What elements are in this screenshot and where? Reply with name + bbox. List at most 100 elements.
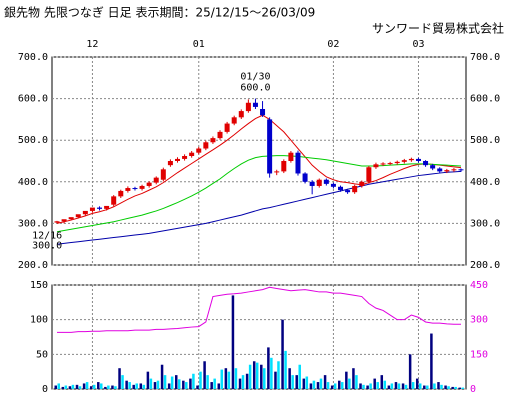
volume-bar: [401, 383, 405, 389]
volume-bar: [447, 386, 450, 389]
volume-bar: [333, 383, 337, 389]
volume-bar: [345, 371, 348, 389]
volume-bar: [277, 361, 280, 389]
volume-tick-label: 100: [30, 315, 48, 326]
volume-bar: [61, 386, 65, 389]
volume-bar: [295, 375, 298, 389]
candle-body: [359, 181, 365, 186]
volume-bar: [182, 380, 185, 389]
volume-bar: [167, 383, 171, 389]
candle-body: [210, 138, 216, 143]
volume-bar: [125, 380, 128, 389]
volume-bar: [440, 384, 443, 389]
volume-bar: [149, 378, 153, 389]
volume-bar: [252, 361, 256, 389]
candle-body: [288, 152, 294, 161]
candle-body: [118, 190, 124, 197]
candle-body: [415, 158, 421, 161]
volume-tick-label: 150: [30, 280, 48, 291]
candle-body: [224, 123, 230, 132]
volume-bar: [234, 368, 238, 389]
candle-body: [68, 217, 74, 220]
candle-body: [89, 207, 95, 211]
candle-body: [380, 163, 386, 165]
volume-bar: [274, 371, 277, 389]
volume-bar: [323, 375, 327, 389]
candle-body: [54, 221, 60, 223]
y-tick-label-right: 400.0: [470, 177, 500, 188]
volume-bar: [369, 383, 372, 389]
volume-bar: [366, 385, 369, 389]
candle-body: [451, 169, 457, 171]
price-panel: [51, 56, 467, 266]
candle-body: [295, 152, 301, 174]
candle-body: [146, 182, 152, 186]
volume-y2-tick-label: 300: [470, 315, 488, 326]
volume-bar: [348, 378, 351, 389]
volume-bar: [196, 385, 199, 389]
volume-bar: [189, 378, 192, 389]
volume-bar: [326, 382, 330, 389]
volume-bar: [444, 385, 447, 389]
volume-bar: [160, 364, 164, 389]
volume-bar: [142, 384, 146, 389]
volume-bar: [359, 383, 362, 389]
volume-bar: [100, 383, 103, 389]
annotation-date: 12/16: [32, 230, 62, 241]
volume-bar: [437, 382, 440, 389]
volume-bar: [404, 384, 408, 389]
candle-body: [274, 171, 280, 173]
candle-body: [61, 219, 67, 222]
candle-body: [316, 179, 322, 186]
candle-body: [139, 185, 145, 189]
volume-bar: [458, 387, 461, 389]
volume-bar: [203, 361, 206, 389]
candle-body: [366, 167, 372, 182]
candle-body: [423, 161, 429, 166]
volume-bar: [220, 369, 224, 389]
volume-bar: [156, 380, 160, 389]
candle-body: [189, 152, 195, 157]
candle-body: [323, 179, 329, 184]
y-tick-label: 700.0: [18, 52, 48, 63]
y-tick-label: 400.0: [18, 177, 48, 188]
candle-body: [217, 131, 223, 139]
candle-body: [245, 102, 251, 112]
candle-body: [437, 168, 443, 172]
candle-body: [338, 186, 344, 191]
candle-body: [252, 102, 258, 107]
annotation-value: 600.0: [240, 83, 270, 94]
volume-bar: [423, 385, 426, 389]
volume-bar: [284, 350, 287, 389]
y-tick-label: 300.0: [18, 218, 48, 229]
candle-body: [182, 156, 188, 159]
volume-bar: [288, 368, 291, 389]
volume-bar: [298, 364, 301, 389]
volume-bar: [68, 386, 72, 389]
candle-body: [330, 183, 336, 187]
candle-body: [458, 169, 464, 171]
candle-body: [174, 158, 180, 161]
volume-bar: [71, 384, 75, 389]
volume-bar: [238, 378, 242, 389]
candle-body: [125, 188, 131, 191]
volume-bar: [373, 378, 376, 389]
volume-tick-label: 0: [42, 384, 48, 395]
candle-body: [82, 210, 88, 215]
volume-bar: [267, 347, 270, 389]
candle-body: [75, 214, 81, 218]
volume-y2-tick-label: 450: [470, 280, 488, 291]
volume-bar: [418, 383, 422, 389]
x-tick-label: 12: [86, 39, 98, 50]
candle-body: [309, 181, 315, 186]
volume-bar: [338, 380, 341, 389]
moving-average: [56, 114, 462, 224]
volume-bar: [146, 371, 150, 389]
volume-bar: [281, 319, 284, 389]
volume-bar: [397, 383, 401, 389]
volume-bar: [104, 386, 107, 389]
candle-body: [132, 188, 138, 190]
candle-body: [97, 207, 103, 209]
volume-bar: [231, 295, 235, 389]
